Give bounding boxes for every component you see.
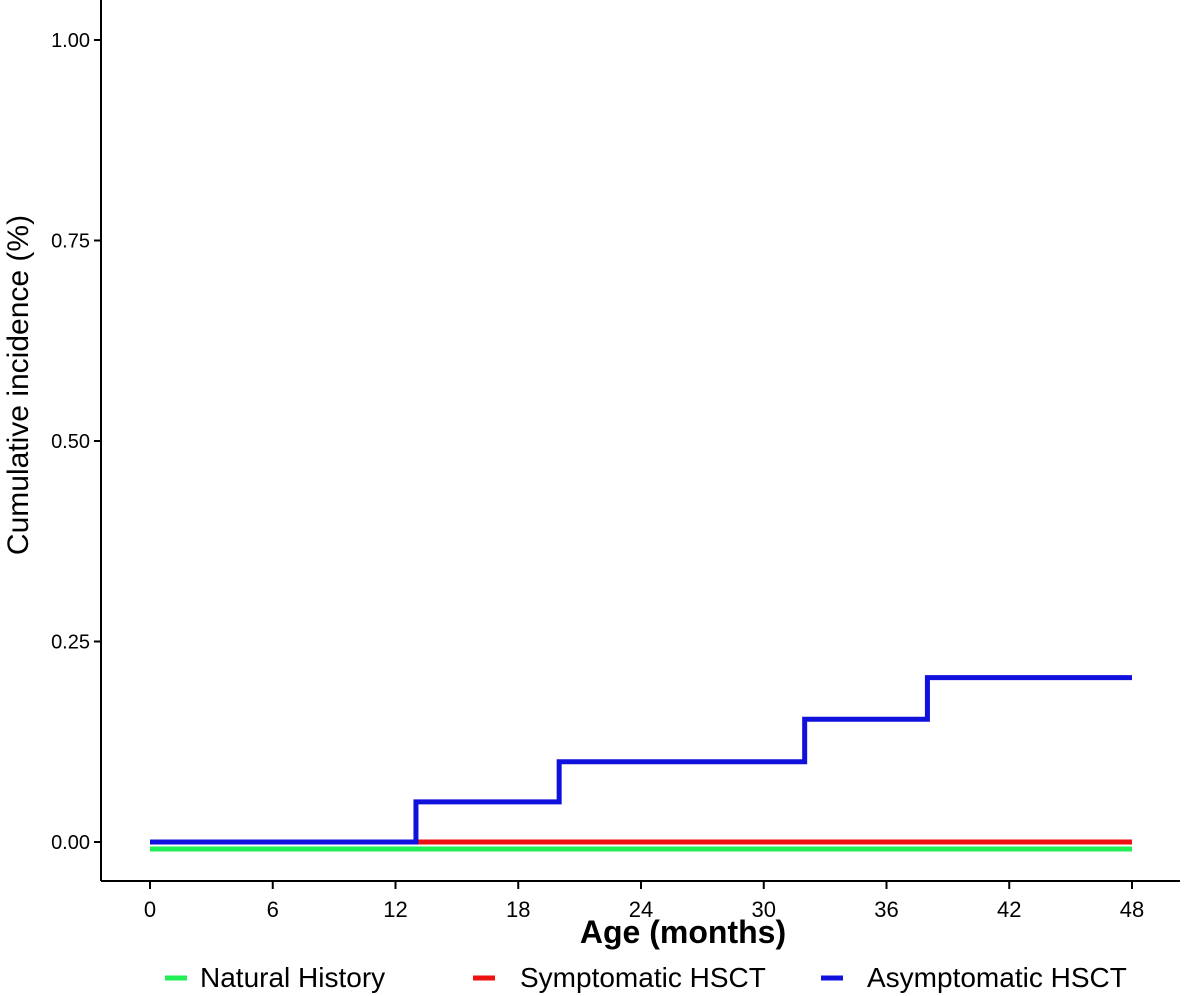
y-axis-title: Cumulative incidence (%) — [2, 215, 35, 555]
x-tick-label: 30 — [752, 897, 776, 922]
x-tick-label: 48 — [1120, 897, 1144, 922]
series-layer — [150, 675, 1132, 852]
x-tick-label: 12 — [383, 897, 407, 922]
legend-label: Symptomatic HSCT — [520, 962, 766, 993]
y-tick-label: 1.00 — [51, 30, 90, 52]
legend: Natural History Symptomatic HSCT Asymptoma… — [165, 962, 1127, 993]
y-tick-label: 0.00 — [51, 832, 90, 854]
series-line-asymptomatic-hsct — [150, 675, 1132, 845]
y-tick-label: 0.75 — [51, 231, 90, 253]
x-axis-title: Age (months) — [580, 914, 786, 950]
y-tick-label: 0.50 — [51, 431, 90, 453]
x-tick-label: 18 — [506, 897, 530, 922]
ticks-layer: 0 6 12 18 24 30 36 42 48 0.00 0.25 0.50 0.75 1.00 — [51, 30, 1144, 922]
y-tick-label: 0.25 — [51, 632, 90, 654]
legend-label: Asymptomatic HSCT — [867, 962, 1127, 993]
x-tick-label: 36 — [874, 897, 898, 922]
x-tick-label: 24 — [629, 897, 653, 922]
x-tick-label: 0 — [144, 897, 156, 922]
x-tick-label: 42 — [997, 897, 1021, 922]
x-tick-label: 6 — [267, 897, 279, 922]
legend-label: Natural History — [200, 962, 385, 993]
